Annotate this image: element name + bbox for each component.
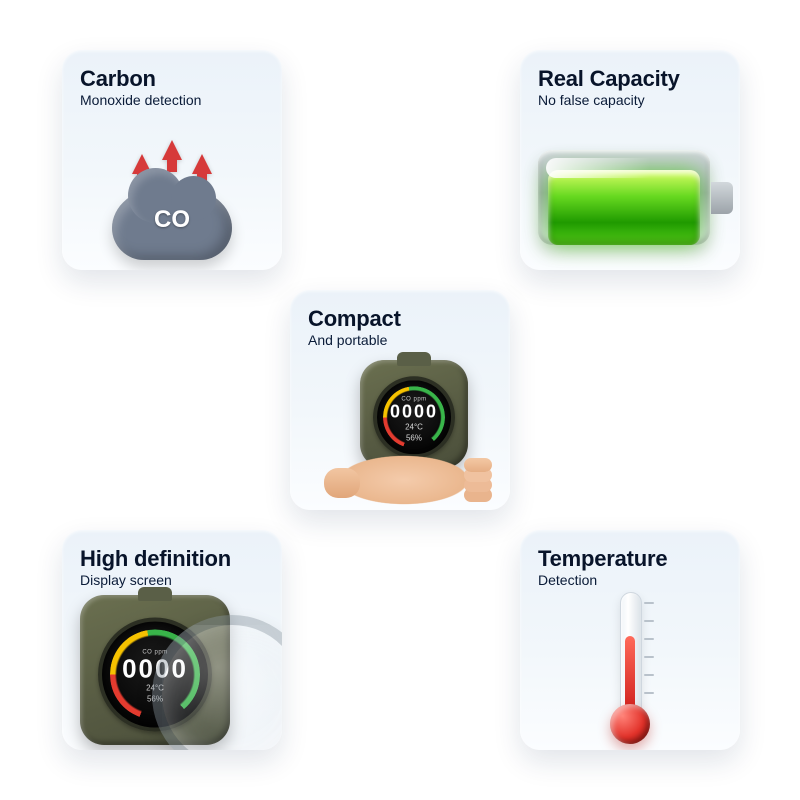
device-tab: [397, 352, 431, 366]
thermometer-fluid: [625, 636, 635, 710]
thermometer-tick: [644, 620, 654, 622]
card-subtitle: Display screen: [80, 572, 172, 588]
thermometer-tick: [644, 638, 654, 640]
card-subtitle: No false capacity: [538, 92, 645, 108]
arrow-up-icon: [192, 154, 212, 174]
co-cloud-icon: CO: [112, 140, 232, 260]
arrow-up-icon: [162, 140, 182, 160]
device-tab: [138, 587, 172, 601]
card-compact: Compact And portable CO ppm 0000 24°C 56…: [290, 290, 510, 510]
card-title: Carbon: [80, 66, 156, 92]
thermometer-tick: [644, 692, 654, 694]
thermometer-tick: [644, 674, 654, 676]
card-high-definition: High definition Display screen CO ppm 00…: [62, 530, 282, 750]
battery-icon: [538, 140, 733, 255]
thermometer-icon: [608, 592, 652, 744]
battery-fill: [548, 170, 700, 245]
hand-icon: [324, 448, 494, 508]
infographic-stage: Carbon Monoxide detection CO Real Capaci…: [0, 0, 800, 800]
card-title: Compact: [308, 306, 401, 332]
card-title: Temperature: [538, 546, 667, 572]
thermometer-tick: [644, 656, 654, 658]
card-subtitle: And portable: [308, 332, 387, 348]
card-temperature: Temperature Detection: [520, 530, 740, 750]
battery-shell: [538, 150, 710, 245]
thermometer-tick: [644, 602, 654, 604]
card-title: Real Capacity: [538, 66, 680, 92]
card-subtitle: Detection: [538, 572, 597, 588]
card-capacity: Real Capacity No false capacity: [520, 50, 740, 270]
card-subtitle: Monoxide detection: [80, 92, 201, 108]
thermometer-bulb: [610, 704, 650, 744]
co-label: CO: [112, 206, 232, 234]
battery-cap: [711, 182, 733, 214]
card-carbon: Carbon Monoxide detection CO: [62, 50, 282, 270]
card-title: High definition: [80, 546, 231, 572]
gauge-ring-icon: [383, 386, 445, 448]
device-screen: CO ppm 0000 24°C 56%: [373, 376, 455, 458]
